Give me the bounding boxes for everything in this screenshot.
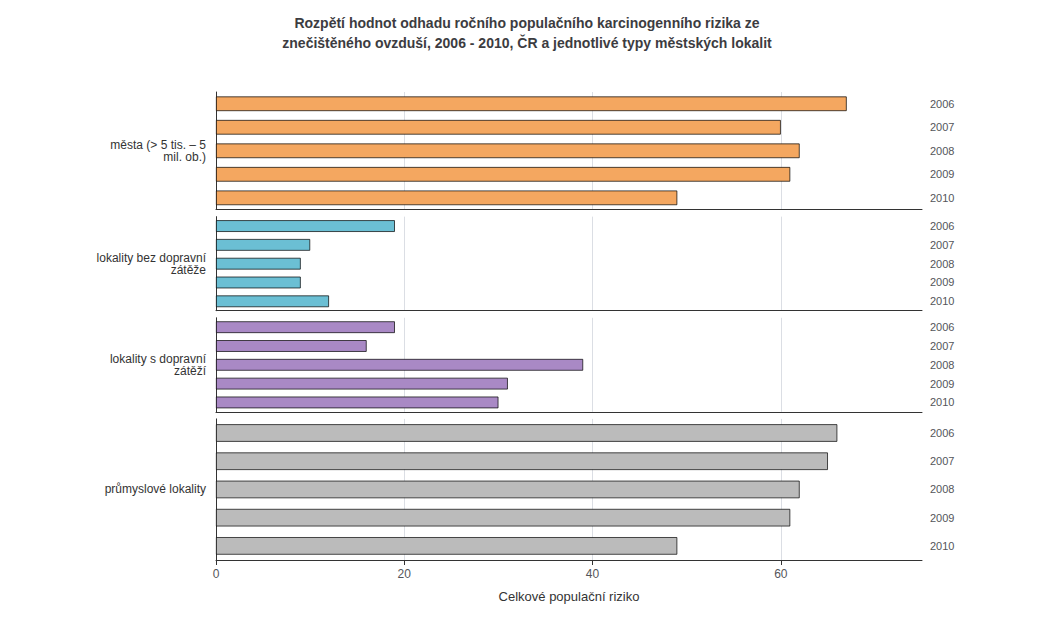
svg-text:zátěže: zátěže bbox=[171, 263, 207, 277]
svg-text:2006: 2006 bbox=[930, 220, 954, 232]
svg-text:60: 60 bbox=[774, 567, 788, 581]
svg-text:Celkové populační riziko: Celkové populační riziko bbox=[499, 589, 640, 604]
svg-text:20: 20 bbox=[398, 567, 412, 581]
svg-text:2010: 2010 bbox=[930, 192, 954, 204]
svg-text:2007: 2007 bbox=[930, 340, 954, 352]
svg-text:2008: 2008 bbox=[930, 483, 954, 495]
svg-text:2009: 2009 bbox=[930, 378, 954, 390]
svg-text:40: 40 bbox=[586, 567, 600, 581]
svg-text:2009: 2009 bbox=[930, 168, 954, 180]
svg-text:2010: 2010 bbox=[930, 540, 954, 552]
svg-text:znečištěného ovzduší, 2006 - 2: znečištěného ovzduší, 2006 - 2010, ČR a … bbox=[282, 34, 772, 51]
svg-text:2009: 2009 bbox=[930, 512, 954, 524]
svg-text:2008: 2008 bbox=[930, 359, 954, 371]
svg-text:2008: 2008 bbox=[930, 258, 954, 270]
svg-text:zátěží: zátěží bbox=[174, 364, 207, 378]
svg-text:města (> 5 tis. – 5: města (> 5 tis. – 5 bbox=[110, 137, 206, 152]
svg-text:průmyslové lokality: průmyslové lokality bbox=[105, 482, 206, 496]
svg-text:2006: 2006 bbox=[930, 98, 954, 110]
svg-text:lokality s dopravní: lokality s dopravní bbox=[110, 351, 206, 366]
svg-text:mil. ob.): mil. ob.) bbox=[163, 150, 206, 164]
svg-text:2007: 2007 bbox=[930, 121, 954, 133]
svg-text:2009: 2009 bbox=[930, 276, 954, 288]
svg-text:lokality bez dopravní: lokality bez dopravní bbox=[96, 250, 206, 265]
svg-text:2007: 2007 bbox=[930, 455, 954, 467]
svg-text:2008: 2008 bbox=[930, 145, 954, 157]
svg-text:2007: 2007 bbox=[930, 239, 954, 251]
svg-text:2006: 2006 bbox=[930, 427, 954, 439]
svg-text:0: 0 bbox=[213, 567, 220, 581]
svg-text:Rozpětí hodnot odhadu ročního: Rozpětí hodnot odhadu ročního populačníh… bbox=[294, 15, 759, 31]
svg-text:2010: 2010 bbox=[930, 295, 954, 307]
svg-text:2010: 2010 bbox=[930, 396, 954, 408]
svg-text:2006: 2006 bbox=[930, 321, 954, 333]
